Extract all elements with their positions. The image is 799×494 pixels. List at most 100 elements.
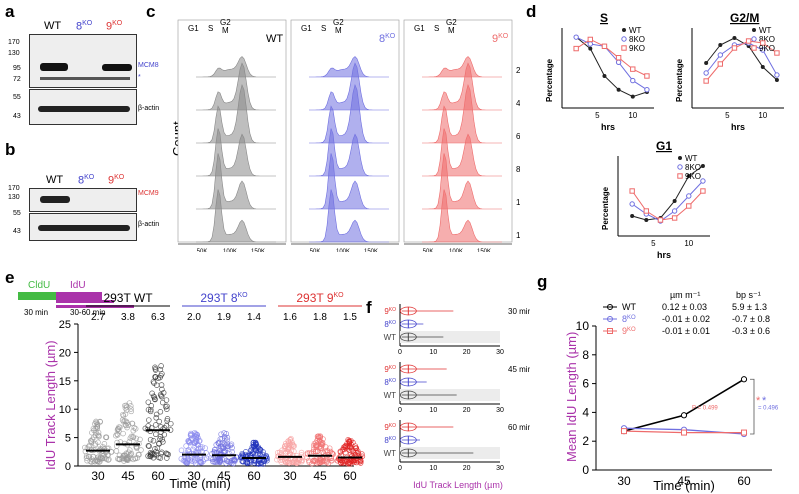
data-point <box>87 458 94 465</box>
data-point <box>129 420 135 427</box>
band-label-mcm9: MCM9 <box>138 190 159 197</box>
data-point <box>282 443 288 449</box>
time-label: 10 hr <box>516 198 520 207</box>
data-point <box>120 411 126 418</box>
histogram-2 <box>309 62 389 111</box>
time-label: 4 hr <box>516 99 520 108</box>
legend-marker <box>752 28 756 32</box>
data-point <box>156 454 162 461</box>
legend-label: WT <box>629 26 642 35</box>
data-point <box>195 441 201 448</box>
series-line-WT <box>623 378 745 432</box>
data-point <box>304 450 311 456</box>
table-cell: -0.7 ± 0.8 <box>732 314 770 324</box>
data-point <box>145 453 151 459</box>
data-point <box>168 420 174 427</box>
data-point <box>224 434 231 441</box>
legend-marker <box>621 36 627 42</box>
legend-marker <box>751 45 757 51</box>
lane-label-9ko: 9KO <box>108 174 125 187</box>
e-ytick-label: 0 <box>65 461 71 473</box>
legend-label: 9KO <box>685 172 701 181</box>
data-point <box>217 459 223 465</box>
data-point <box>150 378 157 385</box>
data-point <box>644 218 649 222</box>
median-value: 2.0 <box>187 312 201 323</box>
e-xtick-label: 45 <box>217 469 231 483</box>
data-point <box>128 450 135 457</box>
data-point <box>142 425 149 432</box>
data-point <box>145 406 152 413</box>
histogram-6 <box>422 189 502 243</box>
f-xtick: 20 <box>463 349 471 356</box>
data-point <box>122 422 129 428</box>
data-point <box>159 436 165 443</box>
data-point <box>671 215 678 221</box>
g-ytick-label: 4 <box>582 405 589 419</box>
data-point <box>223 458 230 464</box>
data-point <box>681 429 687 436</box>
data-point <box>91 434 97 441</box>
data-point <box>145 443 152 449</box>
histogram-6 <box>196 189 276 243</box>
data-point <box>123 418 130 425</box>
data-point <box>250 449 257 455</box>
d-xlabel: hrs <box>657 250 671 260</box>
data-point <box>157 374 163 381</box>
g-xtick-label: 45 <box>677 474 691 488</box>
e-ytick-label: 5 <box>65 433 71 445</box>
idu-violins: 30 min 0 10 20 30 9KO 8KO WT 45 min 0 10 20 30 9KO 8KO… <box>384 304 530 490</box>
f-row-label: 8KO <box>384 436 396 445</box>
idu-dotplot: CldU IdU 30 min 30-60 min IdU Track Leng… <box>18 280 366 491</box>
data-point <box>164 451 170 457</box>
e-ytick-label: 15 <box>59 376 71 388</box>
panel-label-f: f <box>366 298 372 317</box>
f-xtick: 10 <box>429 349 437 356</box>
d-ylabel: Percentage <box>545 58 554 102</box>
data-point <box>359 451 365 457</box>
data-point <box>745 38 752 44</box>
data-point <box>194 456 201 462</box>
histogram-2 <box>196 62 276 111</box>
data-point <box>309 460 315 467</box>
median-value: 6.3 <box>151 312 165 323</box>
e-xtick-label: 30 <box>187 469 201 483</box>
data-point <box>318 439 324 445</box>
flow-tick: 100K <box>449 249 463 252</box>
data-point <box>98 454 104 461</box>
data-point <box>244 460 250 466</box>
legend-marker <box>621 45 627 51</box>
data-point <box>328 457 334 464</box>
peak-label: S <box>208 24 213 33</box>
data-point <box>249 450 256 456</box>
data-point <box>221 449 228 455</box>
data-point <box>256 445 262 452</box>
time-label: 2 hr <box>516 66 520 75</box>
data-point <box>164 403 170 409</box>
data-point <box>289 439 296 446</box>
band-label-actin: β-actin <box>138 105 160 112</box>
data-point <box>194 432 201 438</box>
data-point <box>243 449 249 455</box>
data-point <box>160 426 166 432</box>
data-point <box>152 396 158 403</box>
e-ytick-label: 10 <box>59 404 71 416</box>
data-point <box>359 453 366 460</box>
e-xtick-label: 60 <box>151 469 165 483</box>
series-line-WT <box>632 165 704 221</box>
median-value: 1.9 <box>217 312 231 323</box>
legend-label: WT <box>759 26 772 35</box>
data-point <box>616 87 621 92</box>
peak-label: S <box>321 24 326 33</box>
data-point <box>343 458 350 465</box>
median-value: 2.7 <box>91 312 105 323</box>
group-label: 293T 8KO <box>200 291 248 305</box>
blot-a-top <box>29 34 137 88</box>
data-point <box>355 448 361 454</box>
data-point <box>153 411 160 418</box>
histogram-1 <box>309 56 389 78</box>
data-point <box>126 400 133 406</box>
histogram-4 <box>422 128 502 177</box>
p-value: P = 0.499 <box>692 406 718 412</box>
lane-label-8ko: 8KO <box>76 20 93 33</box>
